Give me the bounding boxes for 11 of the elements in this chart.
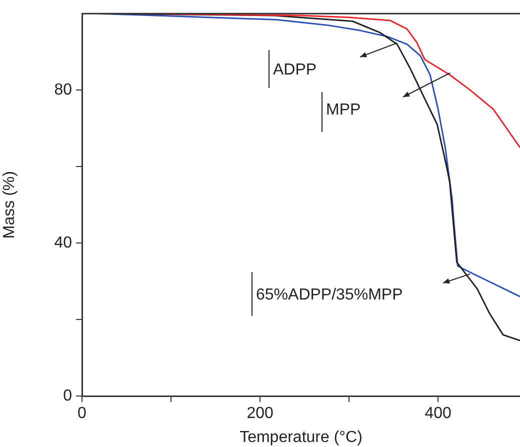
x-axis-title: Temperature (°C)	[240, 428, 362, 446]
annotation: ADPP	[273, 61, 317, 78]
y-tick-label: 40	[54, 234, 72, 252]
x-tick-label: 400	[424, 405, 452, 422]
annotation: MPP	[326, 101, 361, 118]
x-tick-label: 0	[78, 405, 87, 422]
x-tick-label: 200	[246, 405, 274, 422]
y-tick-label: 80	[54, 81, 72, 98]
y-tick-label: 0	[63, 387, 72, 404]
y-axis-title: Mass (%)	[1, 171, 18, 239]
annotation: 65%ADPP/35%MPP	[256, 286, 403, 304]
